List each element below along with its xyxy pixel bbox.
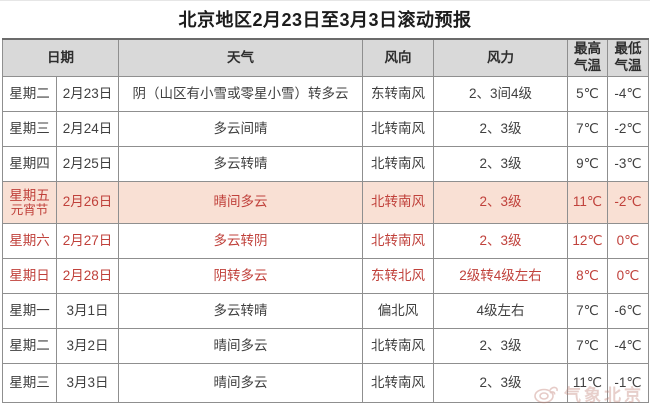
cell-date: 2月25日	[56, 146, 119, 182]
col-header-wind-force: 风力	[433, 38, 568, 77]
cell-min-temp: -6℃	[607, 293, 649, 329]
cell-date: 3月2日	[56, 328, 119, 364]
cell-wind-direction: 北转南风	[362, 146, 434, 182]
cell-weather: 晴间多云	[118, 363, 363, 403]
table-header: 日期 天气 风向 风力 最高气温 最低气温	[2, 38, 649, 77]
cell-wind-direction: 北转南风	[362, 181, 434, 224]
table-body: 星期二 2月23日 阴（山区有小雪或零星小雪）转多云 东转南风 2、3间4级 5…	[2, 76, 649, 403]
cell-min-temp: -4℃	[607, 328, 649, 364]
col-header-weather: 天气	[118, 38, 363, 77]
table-row: 星期日 2月28日 阴转多云 东转北风 2级转4级左右 8℃ 0℃	[2, 258, 649, 294]
cell-max-temp: 11℃	[567, 363, 608, 403]
cell-min-temp: -2℃	[607, 111, 649, 147]
cell-weather: 阴（山区有小雪或零星小雪）转多云	[118, 76, 363, 112]
table-row: 星期一 3月1日 多云转晴 偏北风 4级左右 7℃ -6℃	[2, 293, 649, 329]
cell-date: 2月28日	[56, 258, 119, 294]
cell-wind-force: 2级转4级左右	[433, 258, 568, 294]
cell-max-temp: 7℃	[567, 111, 608, 147]
table-row: 星期二 3月2日 晴间多云 北转南风 2、3级 7℃ -4℃	[2, 328, 649, 364]
cell-min-temp: -2℃	[607, 181, 649, 224]
cell-min-temp: -1℃	[607, 363, 649, 403]
cell-weather: 多云转阴	[118, 223, 363, 259]
cell-weather: 多云转晴	[118, 293, 363, 329]
cell-weather: 多云间晴	[118, 111, 363, 147]
cell-wind-direction: 偏北风	[362, 293, 434, 329]
page-title: 北京地区2月23日至3月3日滚动预报	[178, 10, 472, 30]
cell-wind-direction: 东转南风	[362, 76, 434, 112]
cell-weather: 多云转晴	[118, 146, 363, 182]
cell-max-temp: 5℃	[567, 76, 608, 112]
table-row: 星期四 2月25日 多云转晴 北转南风 2、3级 9℃ -3℃	[2, 146, 649, 182]
col-header-max-temp: 最高气温	[567, 38, 608, 77]
cell-wind-direction: 北转南风	[362, 111, 434, 147]
cell-wind-force: 4级左右	[433, 293, 568, 329]
col-header-min-temp: 最低气温	[607, 38, 649, 77]
cell-weekday: 星期一	[2, 293, 57, 329]
cell-weekday: 星期三	[2, 363, 57, 403]
cell-weather: 阴转多云	[118, 258, 363, 294]
cell-weather: 晴间多云	[118, 181, 363, 224]
cell-weather: 晴间多云	[118, 328, 363, 364]
cell-wind-direction: 北转南风	[362, 223, 434, 259]
header-row: 日期 天气 风向 风力 最高气温 最低气温	[2, 38, 649, 77]
cell-weekday: 星期三	[2, 111, 57, 147]
cell-max-temp: 12℃	[567, 223, 608, 259]
col-header-wind-direction: 风向	[362, 38, 434, 77]
table-row: 星期三 3月3日 晴间多云 北转南风 2、3级 11℃ -1℃	[2, 363, 649, 403]
cell-wind-force: 2、3级	[433, 111, 568, 147]
cell-max-temp: 9℃	[567, 146, 608, 182]
cell-date: 2月27日	[56, 223, 119, 259]
table-row: 星期六 2月27日 多云转阴 北转南风 2、3级 12℃ 0℃	[2, 223, 649, 259]
festival-label: 元宵节	[10, 203, 49, 218]
cell-wind-direction: 北转南风	[362, 328, 434, 364]
col-header-date: 日期	[2, 38, 119, 77]
table-row: 星期五 元宵节 2月26日 晴间多云 北转南风 2、3级 11℃ -2℃	[2, 181, 649, 224]
cell-max-temp: 7℃	[567, 328, 608, 364]
cell-wind-force: 2、3级	[433, 223, 568, 259]
forecast-table: 日期 天气 风向 风力 最高气温 最低气温 星期二 2月23日 阴（山区有小雪或…	[2, 38, 649, 403]
cell-wind-force: 2、3间4级	[433, 76, 568, 112]
cell-wind-force: 2、3级	[433, 146, 568, 182]
cell-min-temp: 0℃	[607, 258, 649, 294]
cell-max-temp: 8℃	[567, 258, 608, 294]
cell-min-temp: 0℃	[607, 223, 649, 259]
cell-date: 2月23日	[56, 76, 119, 112]
cell-min-temp: -3℃	[607, 146, 649, 182]
top-crop-remnant	[0, 0, 650, 3]
cell-max-temp: 7℃	[567, 293, 608, 329]
cell-wind-direction: 北转南风	[362, 363, 434, 403]
cell-wind-direction: 东转北风	[362, 258, 434, 294]
cell-date: 2月24日	[56, 111, 119, 147]
cell-date: 3月3日	[56, 363, 119, 403]
cell-weekday: 星期日	[2, 258, 57, 294]
cell-weekday: 星期五 元宵节	[2, 181, 57, 224]
cell-wind-force: 2、3级	[433, 181, 568, 224]
table-row: 星期二 2月23日 阴（山区有小雪或零星小雪）转多云 东转南风 2、3间4级 5…	[2, 76, 649, 112]
cell-max-temp: 11℃	[567, 181, 608, 224]
cell-weekday: 星期二	[2, 76, 57, 112]
cell-date: 2月26日	[56, 181, 119, 224]
cell-weekday: 星期四	[2, 146, 57, 182]
cell-wind-force: 2、3级	[433, 363, 568, 403]
cell-weekday: 星期二	[2, 328, 57, 364]
table-row: 星期三 2月24日 多云间晴 北转南风 2、3级 7℃ -2℃	[2, 111, 649, 147]
cell-wind-force: 2、3级	[433, 328, 568, 364]
cell-date: 3月1日	[56, 293, 119, 329]
cell-weekday: 星期六	[2, 223, 57, 259]
cell-min-temp: -4℃	[607, 76, 649, 112]
